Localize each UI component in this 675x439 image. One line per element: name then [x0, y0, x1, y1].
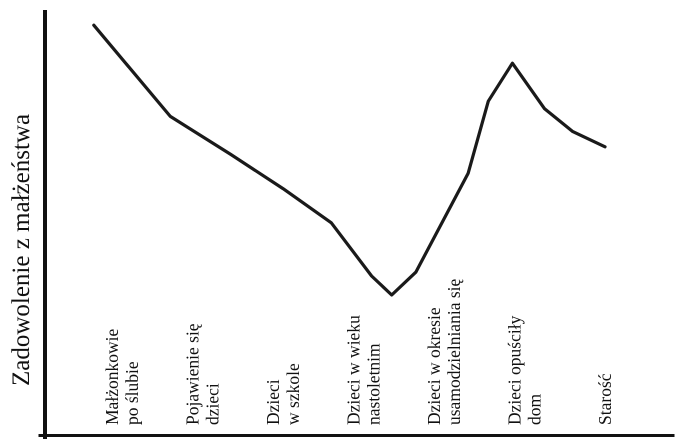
category-label-6-line-0: Starość — [595, 373, 615, 425]
category-label-0-line-0: Małżonkowie — [102, 329, 122, 425]
category-label-3-line-1: nastoletnim — [364, 343, 384, 425]
y-axis-label: Zadowolenie z małżeństwa — [8, 114, 35, 386]
series-line — [92, 23, 607, 297]
category-label-2-line-0: Dzieci — [263, 379, 283, 425]
category-label-4-line-0: Dzieci w okresie — [424, 307, 444, 425]
category-label-4-line-1: usamodzielniania się — [444, 278, 464, 425]
category-label-5-line-0: Dzieci opuściły — [505, 315, 525, 425]
category-label-1-line-1: dzieci — [203, 383, 223, 425]
category-label-3-line-0: Dzieci w wieku — [344, 315, 364, 425]
category-label-5-line-1: dom — [525, 394, 545, 426]
category-labels: Małżonkowie po ślubie Pojawienie się dzieci… — [102, 278, 615, 425]
category-label-2-line-1: w szkole — [283, 363, 303, 425]
category-label-0-line-1: po ślubie — [122, 361, 142, 425]
category-label-1-line-0: Pojawienie się — [183, 323, 203, 425]
